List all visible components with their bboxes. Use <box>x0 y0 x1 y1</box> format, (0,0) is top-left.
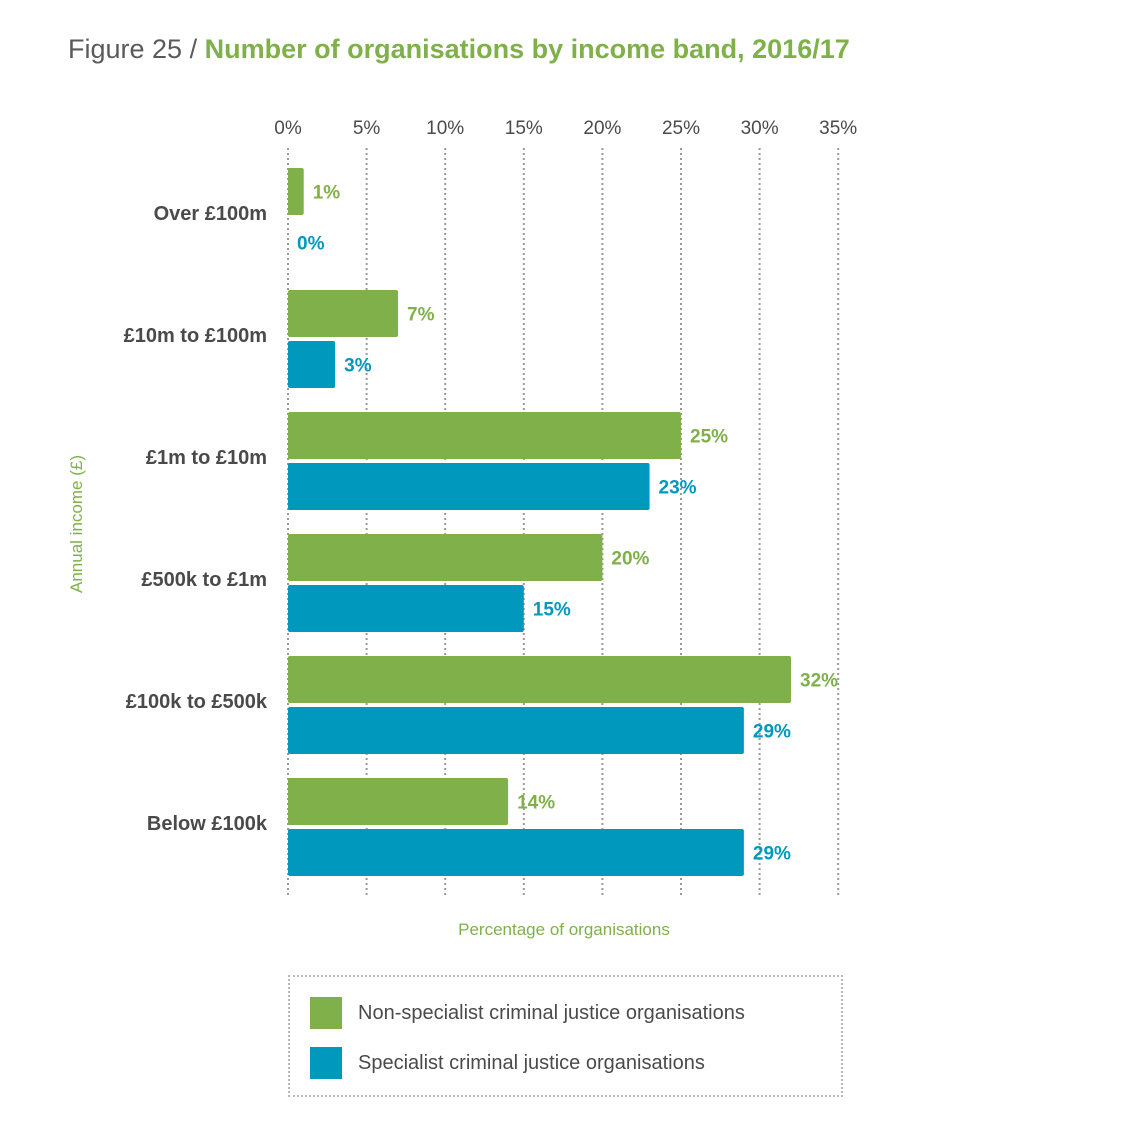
bar <box>288 290 399 337</box>
x-tick-label: 15% <box>505 118 543 139</box>
data-label: 29% <box>753 722 791 743</box>
x-tick-label: 0% <box>274 118 302 139</box>
grid-lines <box>287 148 840 898</box>
data-label: 32% <box>800 671 838 692</box>
figure-number: Figure 25 / <box>68 34 205 64</box>
category-label: Below £100k <box>147 813 268 835</box>
bars: 1% 0% 7% 3% 25% 23% 20% 15% 32% 29% 14% 29% <box>288 168 838 876</box>
category-label: £10m to £100m <box>124 325 267 347</box>
category-label: Over £100m <box>154 203 267 225</box>
bar <box>288 534 603 581</box>
data-label: 15% <box>533 600 571 621</box>
x-axis-label: Percentage of organisations <box>458 920 670 939</box>
legend-swatch-blue <box>310 1047 342 1079</box>
category-label: £1m to £10m <box>146 447 267 469</box>
category-label: £500k to £1m <box>141 569 267 591</box>
chart-title: Figure 25 / Number of organisations by i… <box>68 34 850 65</box>
data-label: 7% <box>407 305 435 326</box>
legend: Non-specialist criminal justice organisa… <box>288 975 843 1097</box>
data-label: 1% <box>313 183 341 204</box>
x-tick-label: 5% <box>353 118 381 139</box>
y-axis-label: Annual income (£) <box>67 455 86 593</box>
bar <box>288 656 792 703</box>
data-label: 0% <box>297 234 325 255</box>
y-axis-categories: Over £100m £10m to £100m £1m to £10m £500k … <box>124 203 268 835</box>
bar-chart: 0% 5% 10% 15% 20% 25% 30% 35% 1% 0% 7% 3% 25% 23% 20%… <box>67 118 857 939</box>
bar <box>288 585 524 632</box>
data-label: 20% <box>611 549 649 570</box>
data-label: 25% <box>690 427 728 448</box>
x-tick-label: 35% <box>819 118 857 139</box>
x-tick-label: 10% <box>426 118 464 139</box>
bar <box>288 168 304 215</box>
bar <box>288 463 650 510</box>
bar <box>288 707 744 754</box>
x-axis-ticks: 0% 5% 10% 15% 20% 25% 30% 35% <box>274 118 857 139</box>
legend-swatch-green <box>310 997 342 1029</box>
legend-item-specialist: Specialist criminal justice organisation… <box>310 1047 705 1079</box>
bar <box>288 412 681 459</box>
bar <box>288 778 509 825</box>
chart-title-text: Number of organisations by income band, … <box>204 34 850 64</box>
bar <box>288 829 744 876</box>
x-tick-label: 25% <box>662 118 700 139</box>
legend-label: Non-specialist criminal justice organisa… <box>358 1001 745 1024</box>
data-label: 29% <box>753 844 791 865</box>
legend-item-non-specialist: Non-specialist criminal justice organisa… <box>310 997 745 1029</box>
x-tick-label: 30% <box>741 118 779 139</box>
data-label: 3% <box>344 356 372 377</box>
bar <box>288 341 336 388</box>
x-tick-label: 20% <box>583 118 621 139</box>
data-label: 23% <box>659 478 697 499</box>
legend-label: Specialist criminal justice organisation… <box>358 1051 705 1074</box>
category-label: £100k to £500k <box>126 691 268 713</box>
data-label: 14% <box>517 793 555 814</box>
